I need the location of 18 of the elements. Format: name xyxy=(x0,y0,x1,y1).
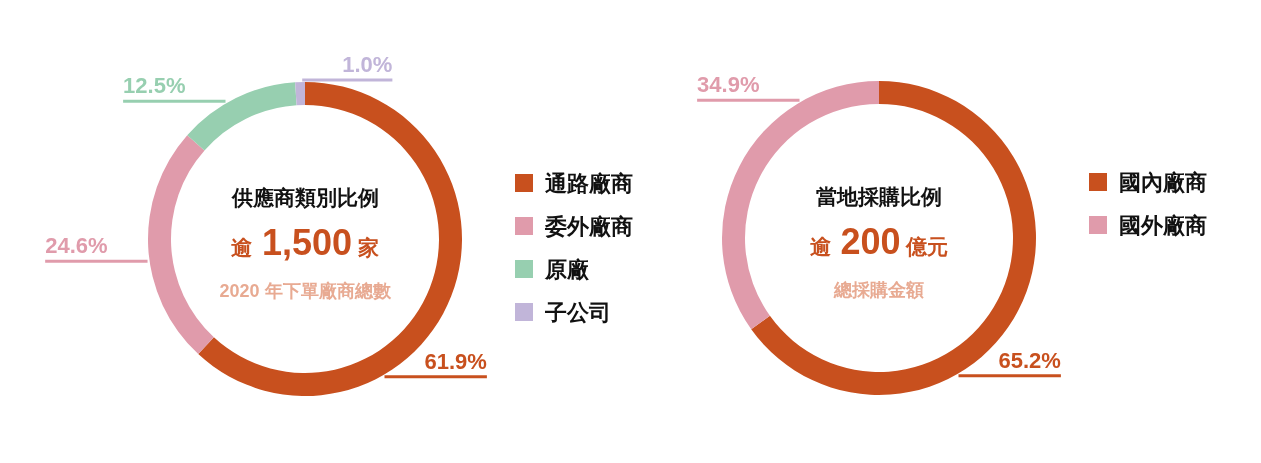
legend-label: 國外廠商 xyxy=(1119,213,1207,238)
text: 2020 年下單廠商總數 xyxy=(219,281,392,301)
text: 供應商類別比例 xyxy=(230,186,379,210)
legend-label: 子公司 xyxy=(544,300,611,325)
legend-label: 原廠 xyxy=(544,257,590,282)
data-label: 12.5% xyxy=(123,73,186,99)
text: 逾 200 億元 xyxy=(809,221,949,262)
data-label: 65.2% xyxy=(998,347,1061,373)
legend-label: 通路廠商 xyxy=(544,171,633,196)
data-label: 61.9% xyxy=(424,348,487,374)
legend-label: 委外廠商 xyxy=(544,214,633,239)
data-label: 1.0% xyxy=(342,52,393,78)
data-label: 24.6% xyxy=(45,233,108,259)
data-label: 34.9% xyxy=(697,72,760,98)
text: 總採購金額 xyxy=(833,280,924,300)
legend-label: 國內廠商 xyxy=(1119,170,1207,195)
text: 當地採購比例 xyxy=(816,185,942,208)
text: 逾 1,500 家 xyxy=(231,222,379,263)
